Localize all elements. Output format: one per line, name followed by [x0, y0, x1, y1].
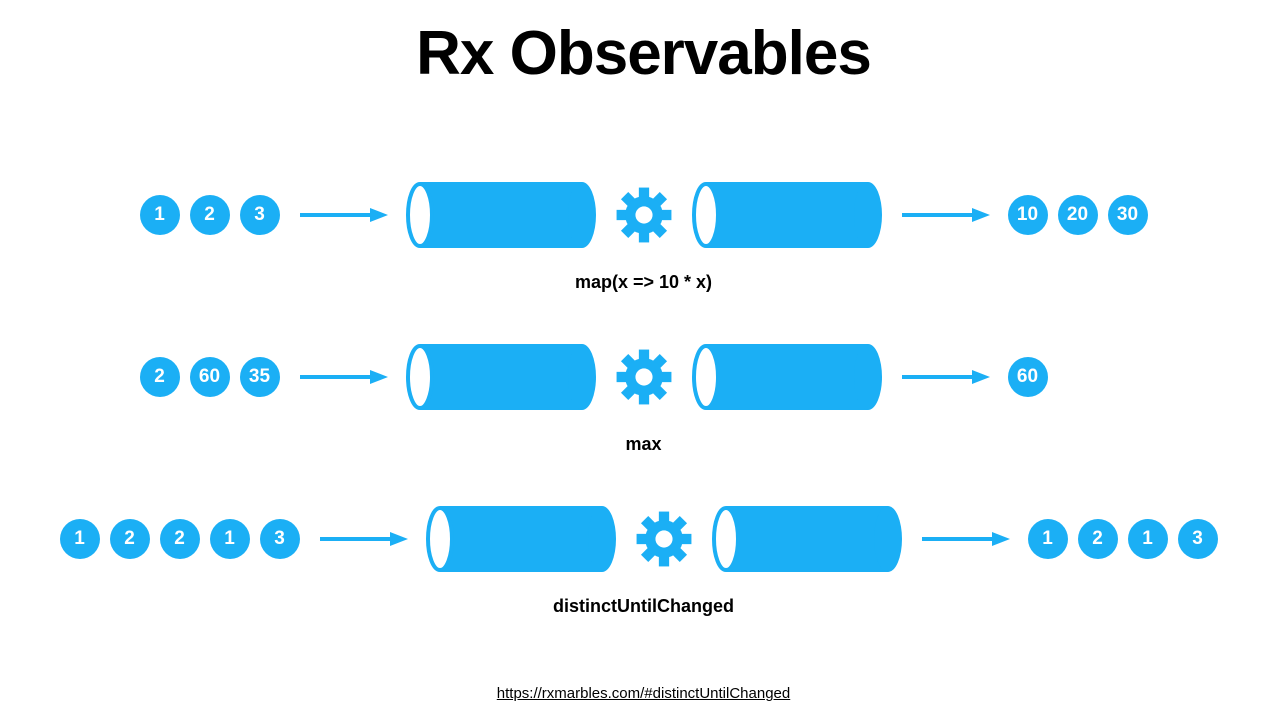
marble: 1: [1028, 519, 1068, 559]
arrow-icon: [900, 367, 990, 387]
pipe-icon: [692, 182, 882, 248]
arrow-icon: [298, 205, 388, 225]
page-title: Rx Observables: [0, 0, 1287, 89]
input-marbles: 12213: [60, 519, 300, 559]
operator-label: max: [0, 434, 1287, 455]
arrow-out: [900, 205, 990, 225]
gear-icon: [614, 185, 674, 245]
pipe-icon: [406, 182, 596, 248]
output-marbles: 60: [1008, 357, 1208, 397]
marble: 20: [1058, 195, 1098, 235]
pipe-left: [406, 182, 596, 248]
arrow-icon: [298, 367, 388, 387]
operator-row: 12213 1213distinctUntilChanged: [0, 479, 1287, 599]
pipe-icon: [426, 506, 616, 572]
input-marbles: 26035: [80, 357, 280, 397]
operator-gear: [614, 185, 674, 245]
output-marbles: 1213: [1028, 519, 1228, 559]
arrow-icon: [920, 529, 1010, 549]
pipe-icon: [712, 506, 902, 572]
input-marbles: 123: [80, 195, 280, 235]
marble: 35: [240, 357, 280, 397]
operator-label: map(x => 10 * x): [0, 272, 1287, 293]
pipe-right: [692, 182, 882, 248]
pipe-left: [406, 344, 596, 410]
marble: 2: [140, 357, 180, 397]
arrow-in: [298, 205, 388, 225]
operator-row: 123 102030map(x => 10 * x): [0, 155, 1287, 275]
pipe-icon: [692, 344, 882, 410]
pipe-right: [712, 506, 902, 572]
marble: 60: [1008, 357, 1048, 397]
marble: 2: [110, 519, 150, 559]
operator-label: distinctUntilChanged: [0, 596, 1287, 617]
arrow-icon: [318, 529, 408, 549]
output-marbles: 102030: [1008, 195, 1208, 235]
marble: 30: [1108, 195, 1148, 235]
marble: 1: [210, 519, 250, 559]
pipe-right: [692, 344, 882, 410]
arrow-icon: [900, 205, 990, 225]
gear-icon: [614, 347, 674, 407]
marble: 10: [1008, 195, 1048, 235]
gear-icon: [634, 509, 694, 569]
operator-gear: [614, 347, 674, 407]
marble: 1: [60, 519, 100, 559]
marble: 2: [1078, 519, 1118, 559]
diagram-rows: 123 102030map(x => 10 * x)26035 60max122…: [0, 155, 1287, 641]
operator-row: 26035 60max: [0, 317, 1287, 437]
marble: 2: [160, 519, 200, 559]
marble: 2: [190, 195, 230, 235]
footer-link[interactable]: https://rxmarbles.com/#distinctUntilChan…: [0, 685, 1287, 702]
marble: 3: [260, 519, 300, 559]
marble: 1: [140, 195, 180, 235]
marble: 60: [190, 357, 230, 397]
arrow-in: [298, 367, 388, 387]
pipe-left: [426, 506, 616, 572]
arrow-out: [920, 529, 1010, 549]
marble: 3: [1178, 519, 1218, 559]
operator-gear: [634, 509, 694, 569]
arrow-in: [318, 529, 408, 549]
marble: 3: [240, 195, 280, 235]
pipe-icon: [406, 344, 596, 410]
arrow-out: [900, 367, 990, 387]
marble: 1: [1128, 519, 1168, 559]
